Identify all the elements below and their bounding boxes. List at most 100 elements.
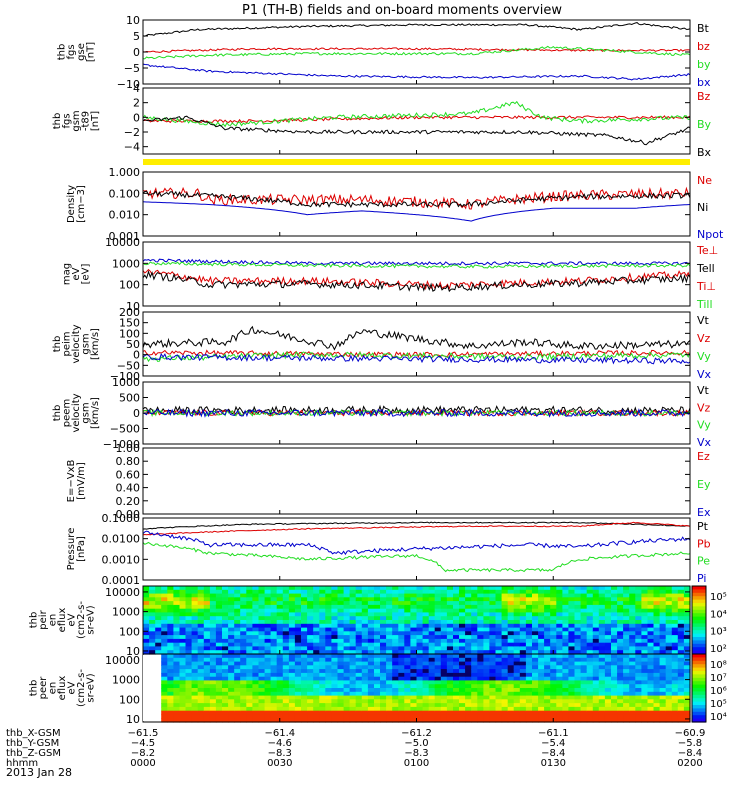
colorbar-tick-label: 10⁴ xyxy=(710,712,727,723)
spectrogram-cell xyxy=(550,714,557,719)
series-line-Bt xyxy=(142,22,691,37)
spectrogram-cell xyxy=(434,646,442,651)
spectrogram-cell xyxy=(203,672,211,678)
spectrogram-cell xyxy=(544,597,551,602)
spectrogram-cell xyxy=(459,650,466,655)
spectrogram-cell xyxy=(629,665,636,670)
spectrogram-cell xyxy=(222,650,229,655)
spectrogram-cell xyxy=(167,608,174,614)
spectrogram-cell xyxy=(422,608,430,614)
spectrogram-cell xyxy=(301,638,308,644)
spectrogram-cell xyxy=(641,642,649,648)
colorbar-cell xyxy=(692,599,706,604)
spectrogram-cell xyxy=(191,703,199,708)
spectrogram-cell xyxy=(495,669,503,674)
spectrogram-cell xyxy=(623,665,630,670)
spectrogram-cell xyxy=(592,650,600,655)
spectrogram-cell xyxy=(623,684,630,689)
spectrogram-cell xyxy=(282,669,290,674)
spectrogram-cell xyxy=(234,695,241,700)
spectrogram-cell xyxy=(568,601,576,606)
spectrogram-cell xyxy=(203,631,211,636)
spectrogram-cell xyxy=(264,680,272,685)
spectrogram-cell xyxy=(574,654,582,659)
spectrogram-cell xyxy=(665,657,673,663)
spectrogram-cell xyxy=(489,589,497,595)
spectrogram-cell xyxy=(617,688,624,693)
spectrogram-cell xyxy=(434,672,442,678)
spectrogram-cell xyxy=(629,657,636,663)
spectrogram-cell xyxy=(671,593,679,598)
spectrogram-cell xyxy=(179,635,187,640)
spectrogram-cell xyxy=(598,601,606,606)
spectrogram-cell xyxy=(167,631,174,636)
spectrogram-cell xyxy=(477,635,484,640)
spectrogram-cell xyxy=(167,627,174,632)
spectrogram-cell xyxy=(410,680,418,685)
spectrogram-cell xyxy=(149,620,156,625)
plot-title: P1 (TH-B) fields and on-board moments ov… xyxy=(242,3,562,18)
spectrogram-cell xyxy=(617,638,624,644)
spectrogram-cell xyxy=(459,695,466,700)
colorbar-cell xyxy=(692,626,706,631)
spectrogram-cell xyxy=(580,601,588,606)
spectrogram-cell xyxy=(191,718,199,723)
spectrogram-cell xyxy=(446,593,454,598)
spectrogram-cell xyxy=(428,684,436,689)
spectrogram-cell xyxy=(179,714,187,719)
spectrogram-cell xyxy=(337,669,345,674)
spectrogram-cell xyxy=(653,635,661,640)
spectrogram-cell xyxy=(185,703,193,708)
spectrogram-cell xyxy=(380,631,387,636)
spectrogram-cell xyxy=(586,601,594,606)
spectrogram-cell xyxy=(495,672,503,678)
spectrogram-cell xyxy=(374,714,381,719)
spectrogram-cell xyxy=(428,654,436,659)
spectrogram-cell xyxy=(489,703,497,708)
spectrogram-cell xyxy=(617,593,624,598)
spectrogram-cell xyxy=(167,638,174,644)
spectrogram-cell xyxy=(635,657,642,663)
spectrogram-cell xyxy=(440,593,448,598)
spectrogram-cell xyxy=(525,699,533,704)
spectrogram-cell xyxy=(361,586,369,591)
spectrogram-cell xyxy=(361,593,369,598)
spectrogram-cell xyxy=(228,676,235,682)
spectrogram-cell xyxy=(641,612,649,617)
y-tick-label: 0.001 xyxy=(109,230,141,243)
spectrogram-cell xyxy=(623,706,630,712)
spectrogram-cell xyxy=(191,684,199,689)
y-axis-label-line: eV xyxy=(71,267,82,280)
spectrogram-cell xyxy=(355,710,363,716)
spectrogram-cell xyxy=(288,608,296,614)
spectrogram-cell xyxy=(471,635,478,640)
spectrogram-cell xyxy=(459,714,466,719)
spectrogram-cell xyxy=(149,612,156,617)
spectrogram-cell xyxy=(556,710,563,716)
spectrogram-cell xyxy=(538,597,545,602)
spectrogram-cell xyxy=(507,597,515,602)
spectrogram-cell xyxy=(270,623,278,629)
spectrogram-cell xyxy=(361,695,369,700)
spectrogram-cell xyxy=(246,684,253,689)
spectrogram-cell xyxy=(331,586,339,591)
spectrogram-cell xyxy=(617,586,624,591)
spectrogram-cell xyxy=(580,612,588,617)
spectrogram-cell xyxy=(386,714,393,719)
spectrogram-cell xyxy=(337,665,345,670)
spectrogram-cell xyxy=(319,672,326,678)
spectrogram-cell xyxy=(222,604,229,610)
spectrogram-cell xyxy=(532,703,539,708)
spectrogram-cell xyxy=(252,601,260,606)
spectrogram-cell xyxy=(234,646,241,651)
spectrogram-cell xyxy=(282,699,290,704)
spectrogram-cell xyxy=(197,680,205,685)
spectrogram-cell xyxy=(544,638,551,644)
spectrogram-cell xyxy=(386,620,393,625)
spectrogram-cell xyxy=(525,620,533,625)
legend-Vt: Vt xyxy=(697,314,710,327)
spectrogram-cell xyxy=(422,604,430,610)
spectrogram-cell xyxy=(185,608,193,614)
colorbar-cell xyxy=(692,606,706,611)
spectrogram-cell xyxy=(313,635,320,640)
